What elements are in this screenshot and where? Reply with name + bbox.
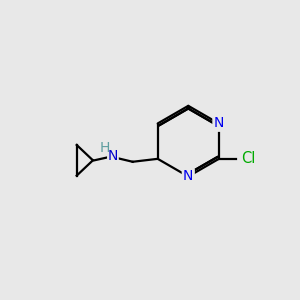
Text: H: H [100, 141, 110, 154]
Text: N: N [108, 149, 118, 163]
Text: N: N [214, 116, 224, 130]
Text: N: N [183, 169, 194, 184]
Text: Cl: Cl [241, 151, 255, 166]
